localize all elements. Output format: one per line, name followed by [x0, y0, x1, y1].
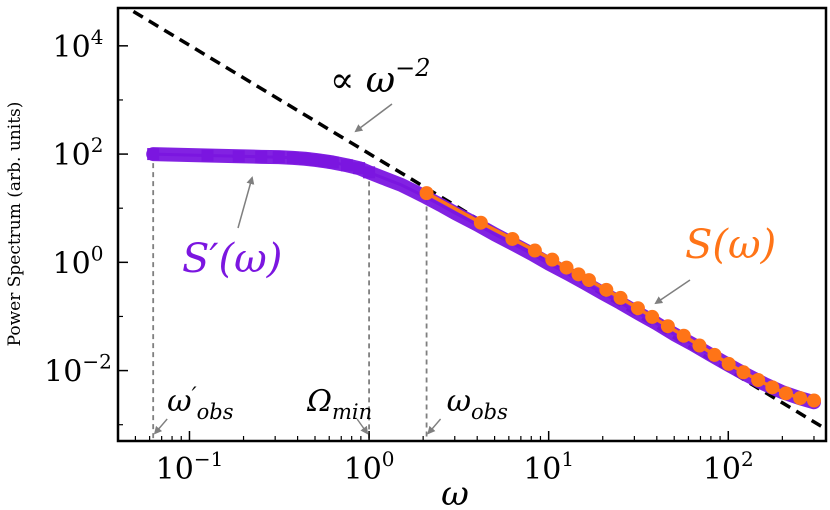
- s-prime-point: [272, 151, 285, 164]
- s-point: [599, 282, 614, 297]
- s-point: [721, 356, 736, 371]
- vline-label-arrow: [153, 418, 168, 435]
- s-point: [630, 301, 645, 316]
- y-tick-label: 100: [53, 241, 104, 281]
- s-point: [660, 319, 675, 334]
- vline-label: ωobs: [447, 384, 509, 424]
- y-axis-title: Power Spectrum (arb. units): [5, 102, 25, 347]
- s-point: [473, 215, 488, 230]
- s-point: [736, 365, 751, 380]
- s-prime-point: [353, 162, 366, 175]
- y-tick-label: 10−2: [44, 350, 112, 390]
- s-point: [751, 372, 766, 387]
- s-point: [581, 273, 596, 288]
- s-prime-point: [255, 150, 268, 163]
- s-point: [645, 309, 660, 324]
- s-prime-point: [147, 148, 160, 161]
- vline-label-arrow: [427, 418, 442, 435]
- power-law-arrow: [354, 103, 393, 133]
- power-law-label: ∝ ω−2: [330, 54, 431, 101]
- s-point: [505, 231, 520, 246]
- s-point: [571, 267, 586, 282]
- s-point: [613, 290, 628, 305]
- s-point: [707, 347, 722, 362]
- s-point: [692, 338, 707, 353]
- s-arrow: [654, 279, 691, 305]
- s-point: [527, 243, 542, 258]
- x-axis-title: ω: [441, 474, 469, 510]
- vline-label-arrow: [356, 418, 369, 435]
- vline-label: Ωmin: [306, 384, 372, 424]
- s-prime-point: [286, 151, 299, 164]
- s-prime-label: S′(ω): [182, 236, 282, 282]
- s-prime-point: [299, 152, 312, 165]
- x-tick-label: 101: [523, 447, 574, 487]
- s-point: [778, 386, 793, 401]
- s-prime-point: [309, 153, 322, 166]
- s-prime-arrow: [237, 176, 255, 229]
- s-point: [676, 328, 691, 343]
- vline-label: ω′obs: [167, 384, 234, 424]
- s-point: [765, 380, 780, 395]
- plot-frame: [116, 6, 828, 443]
- s-prime-point: [201, 149, 214, 162]
- x-tick-label: 102: [703, 447, 754, 487]
- x-tick-label: 100: [344, 447, 395, 487]
- s-prime-point: [341, 159, 354, 172]
- y-tick-label: 102: [53, 133, 104, 173]
- s-prime-point: [326, 156, 339, 169]
- s-point: [419, 186, 434, 201]
- s-point: [793, 391, 808, 406]
- s-prime-point: [363, 166, 376, 179]
- x-tick-label: 10−1: [156, 447, 224, 487]
- s-prime-point: [232, 150, 245, 163]
- s-point: [559, 260, 574, 275]
- s-point: [545, 252, 560, 267]
- s-label: S(ω): [685, 222, 776, 268]
- y-tick-label: 104: [53, 25, 104, 65]
- s-point: [806, 393, 821, 408]
